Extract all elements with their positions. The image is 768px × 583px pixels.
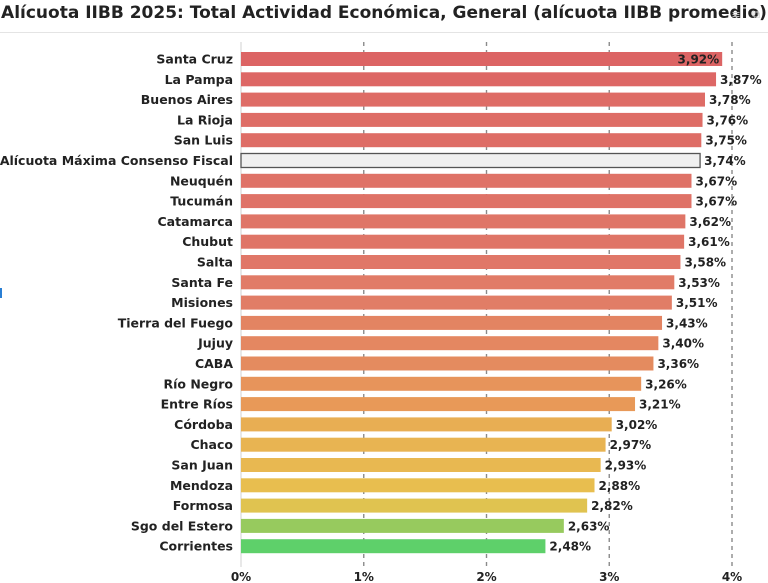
bar [241,194,692,209]
bar [241,478,595,493]
value-label: 3,21% [639,398,681,412]
value-label: 3,02% [616,418,658,432]
bar [241,275,675,290]
bar [241,376,642,391]
value-label: 3,62% [689,215,731,229]
x-tick-label: 0% [231,570,251,583]
bar [241,173,692,188]
category-label: Mendoza [170,478,233,493]
category-label: Río Negro [164,376,234,391]
category-label: Chubut [182,234,233,249]
category-label: Tucumán [170,194,233,209]
category-label: La Rioja [177,112,233,127]
bar [241,498,588,513]
bar [241,397,636,412]
category-label: Neuquén [170,173,233,188]
category-label: Entre Ríos [161,397,233,412]
value-label: 3,67% [695,174,737,188]
category-label: Alícuota Máxima Consenso Fiscal [0,153,233,168]
bar [241,112,703,127]
value-label: 3,26% [645,377,687,391]
x-tick-label: 4% [722,570,742,583]
edge-marker [0,288,2,298]
value-label: 2,82% [591,499,633,513]
value-label: 3,36% [657,357,699,371]
value-label: 2,97% [610,438,652,452]
category-label: Corrientes [159,539,233,554]
value-label: 3,75% [705,134,747,148]
bar [241,315,663,330]
category-label: Chaco [190,437,233,452]
value-label: 3,40% [662,337,704,351]
category-label: San Luis [174,133,233,148]
x-tick-label: 2% [476,570,496,583]
category-label: Tierra del Fuego [118,315,234,330]
value-label: 3,51% [676,296,718,310]
value-label: 3,87% [720,73,762,87]
bar [241,539,546,554]
toolbar-icons[interactable]: ≡ ⧉ [731,8,764,21]
chart-title: Alícuota IIBB 2025: Total Actividad Econ… [1,3,767,23]
value-label: 3,58% [684,256,726,270]
category-label: Sgo del Estero [131,518,234,533]
value-label: 2,88% [599,479,641,493]
category-label: Misiones [171,295,233,310]
bar [241,518,564,533]
value-label: 2,48% [549,540,591,554]
value-label: 3,76% [707,113,749,127]
category-label: Formosa [173,498,233,513]
bar [241,437,606,452]
bar [241,92,705,107]
value-label: 3,53% [678,276,720,290]
value-label: 3,74% [704,154,746,168]
bar [241,417,612,432]
category-label: San Juan [171,458,233,473]
bar [241,255,681,269]
category-label: Catamarca [158,214,234,229]
bar [241,458,601,472]
category-label: Buenos Aires [141,92,233,107]
value-label: 3,78% [709,93,751,107]
bar [241,336,659,351]
bar [241,295,672,310]
category-label: Jujuy [197,336,233,351]
x-tick-label: 3% [599,570,619,583]
value-label: 2,93% [605,459,647,473]
value-label: 3,92% [678,53,720,67]
category-label: CABA [195,356,233,371]
value-label: 3,43% [666,316,708,330]
category-label: Salta [197,255,233,270]
x-tick-label: 1% [354,570,374,583]
bar [241,234,685,249]
bar [240,152,701,169]
bar [241,72,717,87]
bar-chart: Santa Cruz 3,92% La Pampa 3,87% Buenos Aires… [0,42,762,583]
category-label: Córdoba [174,417,233,432]
value-label: 3,67% [695,195,737,209]
title-bar: Alícuota IIBB 2025: Total Actividad Econ… [0,0,768,33]
bar [241,356,654,371]
category-label: La Pampa [165,72,233,87]
bar [241,133,702,148]
bar [241,52,723,66]
category-label: Santa Fe [171,275,233,290]
value-label: 3,61% [688,235,730,249]
value-label: 2,63% [568,519,610,533]
bar [241,214,686,229]
category-label: Santa Cruz [156,52,233,67]
